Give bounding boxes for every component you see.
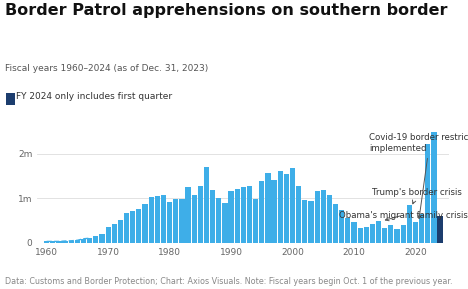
Bar [339,210,344,243]
Bar [142,204,147,243]
Bar [210,190,215,243]
Bar [105,227,111,243]
Text: FY 2024 only includes first quarter: FY 2024 only includes first quarter [16,92,173,101]
Bar [370,224,375,243]
Bar [345,218,351,243]
Text: Fiscal years 1960–2024 (as of Dec. 31, 2023): Fiscal years 1960–2024 (as of Dec. 31, 2… [5,64,208,73]
Bar [419,214,424,243]
Bar [413,222,418,243]
Bar [197,186,203,243]
Bar [333,204,338,243]
Bar [431,132,437,243]
Bar [130,211,135,243]
Text: Border Patrol apprehensions on southern border: Border Patrol apprehensions on southern … [5,3,447,18]
Bar [69,241,74,243]
Bar [56,241,62,243]
Text: Data: Customs and Border Protection; Chart: Axios Visuals. Note: Fiscal years be: Data: Customs and Border Protection; Cha… [5,277,452,286]
Bar [44,241,49,243]
Bar [228,190,234,243]
Bar [148,197,154,243]
Bar [167,202,172,243]
Text: Covid-19 border restrictions
implemented: Covid-19 border restrictions implemented [369,134,468,218]
Text: Trump's border crisis: Trump's border crisis [373,188,462,204]
Bar [265,173,271,243]
Bar [247,186,252,243]
Bar [302,200,307,243]
Bar [50,241,55,243]
Bar [407,205,412,243]
Bar [425,144,431,243]
Bar [191,195,197,243]
Text: Obama's migrant family crisis: Obama's migrant family crisis [339,211,468,221]
Bar [296,186,301,243]
Bar [155,196,160,243]
Bar [351,222,357,243]
Bar [327,195,332,243]
Bar [112,224,117,243]
Bar [358,227,363,243]
Bar [314,191,320,243]
Bar [271,180,277,243]
Bar [222,203,227,243]
Bar [179,199,184,243]
Bar [173,199,178,243]
Bar [118,220,123,243]
Bar [124,214,129,243]
Bar [364,227,369,243]
Bar [161,195,166,243]
Bar [308,201,314,243]
Bar [241,187,246,243]
Bar [253,199,258,243]
Bar [284,174,289,243]
Bar [216,198,221,243]
Bar [99,234,104,243]
Bar [401,225,406,243]
Bar [382,228,388,243]
Bar [388,225,394,243]
Bar [63,241,68,243]
Bar [290,168,295,243]
Bar [87,238,92,243]
Bar [259,181,264,243]
Bar [438,216,443,243]
Bar [75,240,80,243]
Bar [93,236,98,243]
Bar [204,167,209,243]
Bar [376,221,381,243]
Bar [321,190,326,243]
Bar [278,171,283,243]
Bar [234,189,240,243]
Bar [395,229,400,243]
Bar [81,239,86,243]
Bar [136,209,141,243]
Bar [185,187,190,243]
